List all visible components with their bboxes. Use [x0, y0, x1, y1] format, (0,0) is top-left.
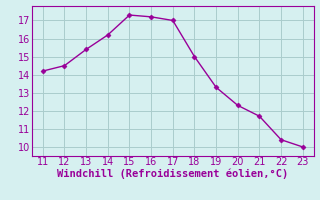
X-axis label: Windchill (Refroidissement éolien,°C): Windchill (Refroidissement éolien,°C) — [57, 169, 288, 179]
